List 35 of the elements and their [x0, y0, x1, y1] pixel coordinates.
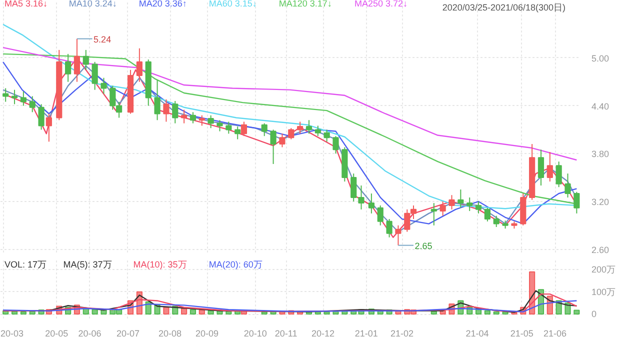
y-tick-label: 0: [592, 309, 597, 320]
annotation: 5.24: [94, 34, 112, 44]
x-tick-label: 21-01: [354, 328, 378, 338]
x-tick-label: 20-08: [158, 328, 182, 338]
text: MA(5): 37万: [63, 260, 112, 270]
x-tick-label: 20-07: [116, 328, 140, 338]
x-tick-label: 20-05: [45, 328, 68, 338]
x-tick-label: 20-06: [78, 328, 102, 338]
text: MA120 3.17↓: [278, 0, 332, 8]
text: MA(20): 60万: [208, 260, 262, 270]
x-tick-label: 20-12: [311, 328, 335, 338]
annotation: 2020/03/25-2021/06/18(300日): [442, 2, 566, 12]
y-tick-label: 3.80: [592, 149, 610, 160]
y-tick-label: 2.60: [592, 244, 610, 255]
text: MA250 3.72↓: [354, 0, 408, 8]
annotation: 2.65: [414, 240, 432, 251]
x-tick-label: 21-04: [466, 328, 489, 338]
x-tick-label: 21-05: [510, 328, 534, 338]
x-tick-label: 20-09: [195, 328, 219, 338]
annotation: VOL: 17万: [4, 260, 47, 270]
text: MA60 3.15↓: [208, 0, 257, 8]
x-tick-label: 20-03: [0, 328, 24, 338]
y-tick-label: 200万: [592, 264, 616, 275]
y-tick-label: 3.20: [592, 196, 610, 207]
x-tick-label: 20-11: [274, 328, 298, 338]
y-tick-label: 4.40: [592, 101, 610, 112]
text: MA5 3.16↓: [4, 0, 48, 8]
y-tick-label: 100万: [592, 286, 616, 297]
y-tick-label: 5.00: [592, 53, 610, 64]
x-tick-label: 21-06: [543, 328, 567, 338]
x-tick-label: 21-02: [390, 328, 414, 338]
x-tick-label: 20-10: [244, 328, 267, 338]
text: MA10 3.24↓: [68, 0, 117, 8]
text: MA(10): 35万: [133, 260, 187, 270]
text: MA20 3.36↑: [138, 0, 187, 8]
